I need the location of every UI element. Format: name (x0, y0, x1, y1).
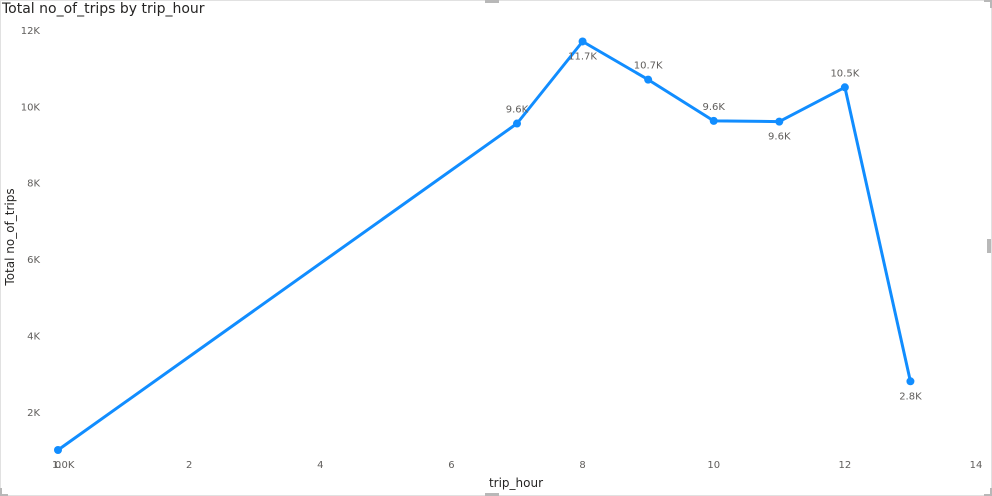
y-tick-label: 2K (27, 408, 40, 419)
y-tick-label: 12K (21, 26, 41, 37)
data-label: 11.7K (568, 51, 597, 62)
data-point[interactable] (906, 377, 915, 386)
x-tick-label: 12 (838, 460, 851, 471)
resize-handle-top[interactable] (485, 0, 499, 3)
data-label: 10.7K (634, 61, 663, 72)
x-axis-ticks: 0 2 4 6 8 10 12 14 (55, 460, 983, 471)
x-tick-label: 8 (579, 460, 585, 471)
x-tick-label: 0 (55, 460, 61, 471)
y-tick-label: 10K (21, 102, 41, 113)
x-tick-label: 6 (448, 460, 454, 471)
data-point[interactable] (513, 119, 521, 128)
data-point[interactable] (54, 446, 62, 454)
data-point[interactable] (775, 117, 784, 126)
series-layer (54, 37, 915, 454)
x-tick-label: 14 (970, 460, 983, 471)
data-point[interactable] (840, 83, 849, 92)
data-label: 10.5K (830, 68, 859, 79)
data-point[interactable] (709, 116, 718, 125)
data-label: 1.0K (52, 460, 75, 471)
series-line[interactable] (56, 40, 912, 452)
x-axis-title: trip_hour (489, 476, 543, 490)
y-axis-title: Total no_of_trips (3, 188, 17, 286)
data-label: 2.8K (899, 391, 922, 402)
data-label: 9.6K (702, 102, 725, 113)
data-labels: 1.0K 9.6K 11.7K 10.7K 9.6K 9.6K 10.5K 2.8K (52, 51, 922, 471)
resize-corner-bottom-right[interactable] (984, 488, 992, 496)
data-point[interactable] (644, 75, 653, 84)
resize-corner-top-right[interactable] (984, 0, 992, 8)
resize-handle-bottom[interactable] (485, 493, 499, 496)
x-tick-label: 4 (317, 460, 323, 471)
data-label: 9.6K (768, 132, 791, 143)
resize-handle-right[interactable] (987, 239, 991, 253)
y-tick-label: 4K (27, 331, 40, 342)
y-tick-label: 8K (27, 179, 40, 190)
resize-corner-bottom-left[interactable] (0, 488, 8, 496)
x-tick-label: 2 (186, 460, 192, 471)
data-label: 9.6K (506, 105, 529, 116)
y-axis-ticks: 2K 4K 6K 8K 10K 12K (21, 26, 41, 419)
data-point[interactable] (578, 37, 587, 46)
chart-title: Total no_of_trips by trip_hour (2, 1, 205, 17)
y-tick-label: 6K (27, 255, 40, 266)
x-tick-label: 10 (707, 460, 720, 471)
